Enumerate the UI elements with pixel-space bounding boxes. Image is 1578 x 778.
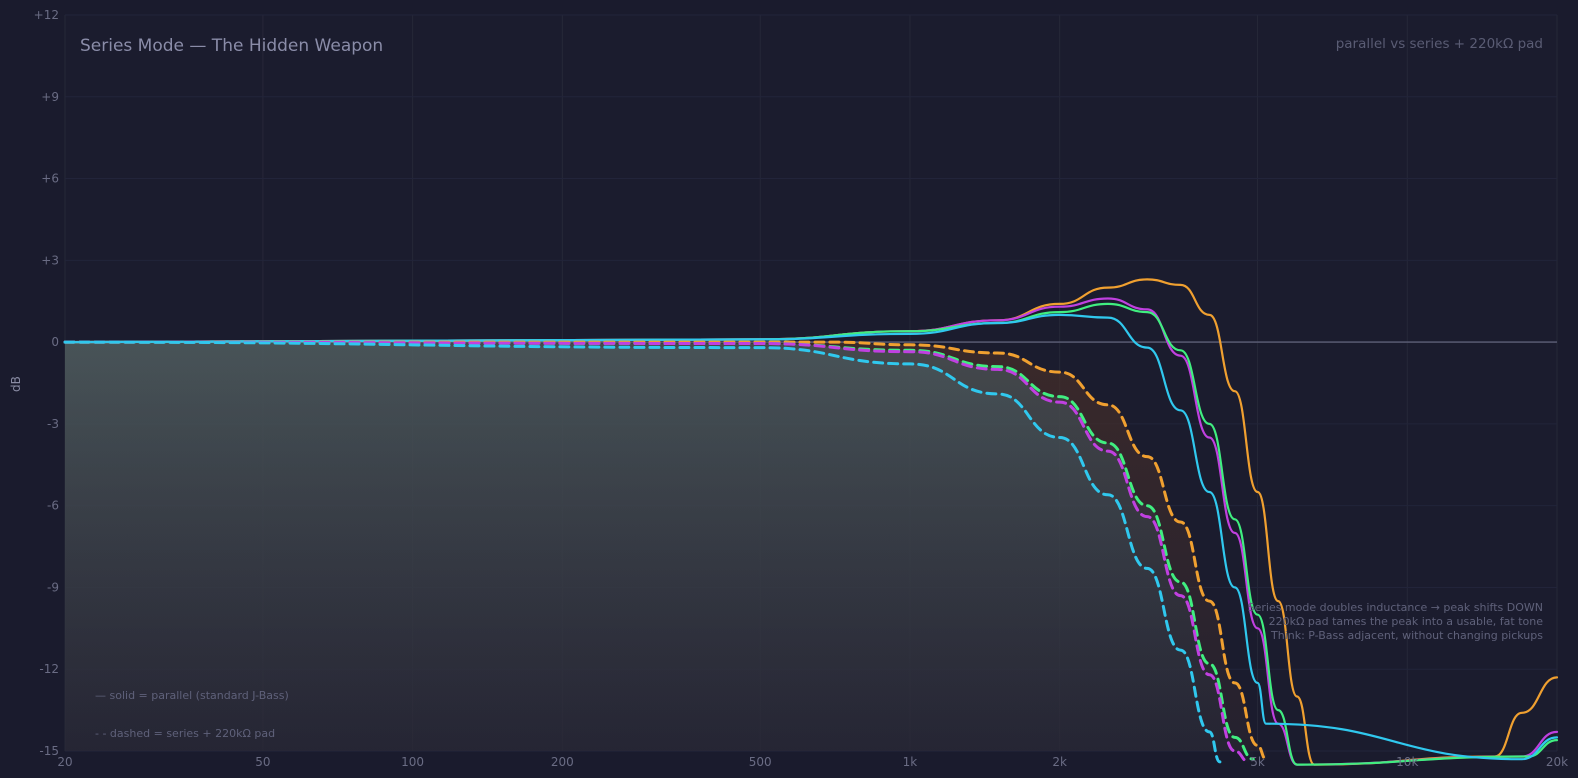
y-tick-label-5: -3 bbox=[47, 417, 59, 431]
y-tick-label-3: +3 bbox=[41, 253, 59, 267]
series-line-dashed-7 bbox=[63, 340, 1222, 764]
y-tick-label-7: -9 bbox=[47, 580, 59, 594]
y-tick-label-9: -15 bbox=[39, 744, 59, 758]
x-tick-label-1: 50 bbox=[255, 755, 270, 769]
chart-subtitle: parallel vs series + 220kΩ pad bbox=[1336, 36, 1543, 52]
x-tick-label-7: 5k bbox=[1250, 755, 1265, 769]
x-tick-label-6: 2k bbox=[1052, 755, 1067, 769]
legend-dashed-note: - - dashed = series + 220kΩ pad bbox=[95, 727, 275, 740]
series-line-dashed-6 bbox=[63, 340, 1251, 764]
annotation-line-1: Series mode doubles inductance → peak sh… bbox=[1248, 601, 1543, 614]
y-axis-label: dB bbox=[9, 376, 23, 392]
series-line-solid-3 bbox=[63, 313, 1559, 761]
y-axis-ticks: +12 +9 +6 +3 0 -3 -6 -9 -12 -15 bbox=[34, 8, 59, 758]
x-tick-label-0: 20 bbox=[57, 755, 72, 769]
annotation-line-2: 220kΩ pad tames the peak into a usable, … bbox=[1269, 615, 1544, 628]
x-tick-label-2: 100 bbox=[401, 755, 424, 769]
x-axis-ticks: 20 50 100 200 500 1k 2k 5k 10k 20k bbox=[57, 755, 1568, 769]
annotation-line-3: Think: P-Bass adjacent, without changing… bbox=[1270, 629, 1543, 642]
series-fill-areas bbox=[65, 342, 1266, 762]
legend-solid-note: — solid = parallel (standard J-Bass) bbox=[95, 689, 289, 702]
x-tick-label-4: 500 bbox=[749, 755, 772, 769]
x-tick-label-3: 200 bbox=[551, 755, 574, 769]
x-tick-label-8: 10k bbox=[1396, 755, 1418, 769]
y-tick-label-4: 0 bbox=[51, 335, 59, 349]
fill-area-3 bbox=[65, 342, 1220, 762]
chart-title: Series Mode — The Hidden Weapon bbox=[80, 36, 383, 56]
y-tick-label-2: +6 bbox=[41, 172, 59, 186]
x-tick-label-9: 20k bbox=[1546, 755, 1568, 769]
y-tick-label-0: +12 bbox=[34, 8, 59, 22]
y-tick-label-8: -12 bbox=[39, 662, 59, 676]
series-line-dashed-5 bbox=[63, 340, 1255, 761]
y-tick-label-6: -6 bbox=[47, 499, 59, 513]
x-tick-label-5: 1k bbox=[903, 755, 918, 769]
y-tick-label-1: +9 bbox=[41, 90, 59, 104]
series-lines bbox=[63, 278, 1559, 766]
